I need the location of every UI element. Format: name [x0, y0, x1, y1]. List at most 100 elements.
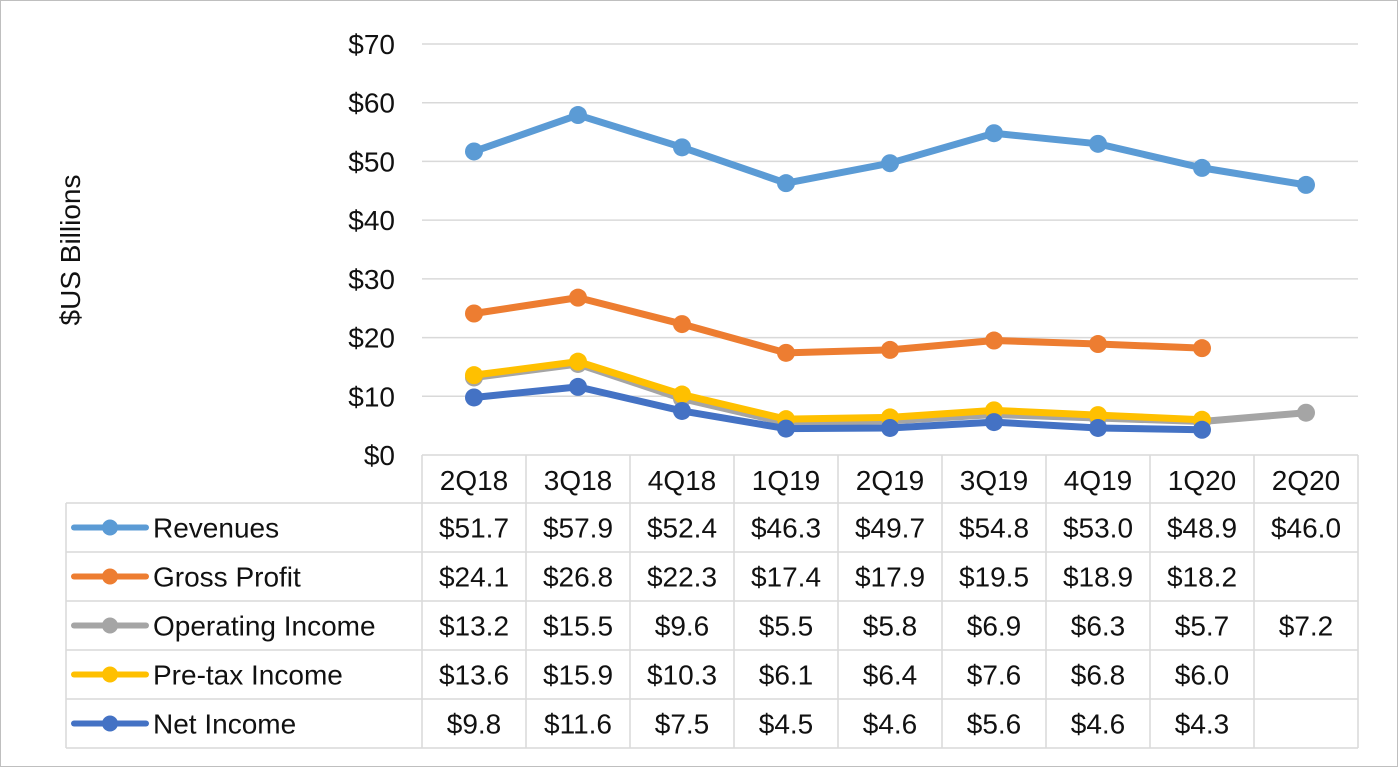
y-tick-label: $60	[348, 88, 395, 119]
table-cell-value: $5.6	[967, 709, 1022, 740]
series-line	[470, 111, 1310, 189]
data-point-marker	[569, 352, 587, 371]
legend-marker-swatch	[102, 666, 118, 683]
series-revenues	[465, 106, 1315, 194]
table-cell-value: $5.5	[759, 611, 814, 642]
data-point-marker	[1297, 175, 1315, 194]
table-cell-value: $4.6	[1071, 709, 1126, 740]
table-cell-value: $13.2	[439, 611, 509, 642]
table-cell-value: $7.6	[967, 660, 1022, 691]
data-table: 2Q18 3Q18 4Q18 1Q19 2Q19 3Q19 4Q19 1Q20 2Q20 Reve…	[65, 454, 1359, 749]
table-cell-value: $18.9	[1063, 562, 1133, 593]
y-tick-label: $10	[348, 381, 395, 412]
table-cell-value: $9.8	[447, 709, 502, 740]
series-gross-profit	[465, 288, 1211, 362]
legend-series-name: Net Income	[153, 709, 296, 740]
table-cell-value: $7.5	[655, 709, 710, 740]
x-tick-label: 4Q18	[648, 465, 717, 496]
data-point-marker	[1297, 403, 1315, 422]
data-point-marker	[465, 142, 483, 161]
series-line	[470, 358, 1206, 424]
x-tick-label: 2Q19	[856, 465, 925, 496]
data-point-marker	[777, 174, 795, 193]
x-tick-label: 3Q18	[544, 465, 613, 496]
x-tick-label: 4Q19	[1064, 465, 1133, 496]
table-cell-value: $7.2	[1279, 611, 1334, 642]
data-point-marker	[673, 315, 691, 334]
legend-marker-swatch	[102, 519, 118, 536]
table-cell-value: $9.6	[655, 611, 710, 642]
table-cell-value: $6.1	[759, 660, 814, 691]
x-tick-label: 1Q19	[752, 465, 821, 496]
series-line	[470, 294, 1206, 357]
table-cell-value: $5.8	[863, 611, 918, 642]
y-tick-label: $40	[348, 205, 395, 236]
series-lines	[465, 106, 1315, 439]
y-tick-label: $0	[364, 440, 395, 471]
table-cell-value: $17.4	[751, 562, 821, 593]
table-cell-value: $52.4	[647, 513, 717, 544]
data-point-marker	[465, 366, 483, 385]
data-point-marker	[465, 388, 483, 407]
table-cell-value: $53.0	[1063, 513, 1133, 544]
table-cell-value: $15.5	[543, 611, 613, 642]
table-cell-value: $4.3	[1175, 709, 1230, 740]
y-tick-label: $70	[348, 29, 395, 60]
data-point-marker	[673, 138, 691, 157]
data-point-marker	[985, 331, 1003, 350]
x-tick-label: 3Q19	[960, 465, 1029, 496]
data-point-marker	[1193, 420, 1211, 439]
data-point-marker	[1089, 418, 1107, 437]
table-cell-value: $15.9	[543, 660, 613, 691]
data-point-marker	[881, 418, 899, 437]
table-cell-value: $6.8	[1071, 660, 1126, 691]
legend-series-name: Operating Income	[153, 611, 376, 642]
x-tick-label: 1Q20	[1168, 465, 1237, 496]
y-tick-label: $50	[348, 146, 395, 177]
series-line	[470, 383, 1206, 434]
legend-series-name: Gross Profit	[153, 562, 301, 593]
x-tick-label: 2Q20	[1272, 465, 1341, 496]
table-cell-value: $46.0	[1271, 513, 1341, 544]
legend-series-name: Pre-tax Income	[153, 660, 343, 691]
table-cell-value: $51.7	[439, 513, 509, 544]
table-cell-value: $48.9	[1167, 513, 1237, 544]
data-point-marker	[1193, 339, 1211, 358]
data-point-marker	[1193, 158, 1211, 177]
y-axis-label: $US Billions	[55, 175, 86, 326]
table-cell-value: $4.6	[863, 709, 918, 740]
data-point-marker	[1089, 335, 1107, 354]
data-point-marker	[777, 343, 795, 362]
table-cell-value: $49.7	[855, 513, 925, 544]
table-cell-value: $4.5	[759, 709, 814, 740]
table-cell-value: $19.5	[959, 562, 1029, 593]
table-cell-value: $5.7	[1175, 611, 1230, 642]
table-cell-value: $11.6	[544, 709, 612, 740]
data-point-marker	[673, 385, 691, 404]
data-point-marker	[881, 340, 899, 359]
data-point-marker	[985, 413, 1003, 432]
data-point-marker	[569, 377, 587, 396]
table-cell-value: $17.9	[855, 562, 925, 593]
table-cell-value: $6.4	[863, 660, 918, 691]
data-point-marker	[569, 288, 587, 307]
table-cell-value: $6.9	[967, 611, 1022, 642]
table-cell-value: $24.1	[439, 562, 509, 593]
x-tick-label: 2Q18	[440, 465, 509, 496]
legend-marker-swatch	[102, 617, 118, 634]
data-point-marker	[777, 419, 795, 438]
table-cell-value: $22.3	[647, 562, 717, 593]
table-cell-value: $13.6	[439, 660, 509, 691]
table-cell-value: $26.8	[543, 562, 613, 593]
legend-marker-swatch	[102, 568, 118, 585]
table-cell-value: $18.2	[1167, 562, 1237, 593]
legend-series-name: Revenues	[153, 513, 279, 544]
data-point-marker	[569, 106, 587, 125]
data-point-marker	[673, 401, 691, 420]
table-cell-value: $57.9	[543, 513, 613, 544]
data-point-marker	[1089, 134, 1107, 153]
table-cell-value: $54.8	[959, 513, 1029, 544]
table-cell-value: $6.0	[1175, 660, 1230, 691]
